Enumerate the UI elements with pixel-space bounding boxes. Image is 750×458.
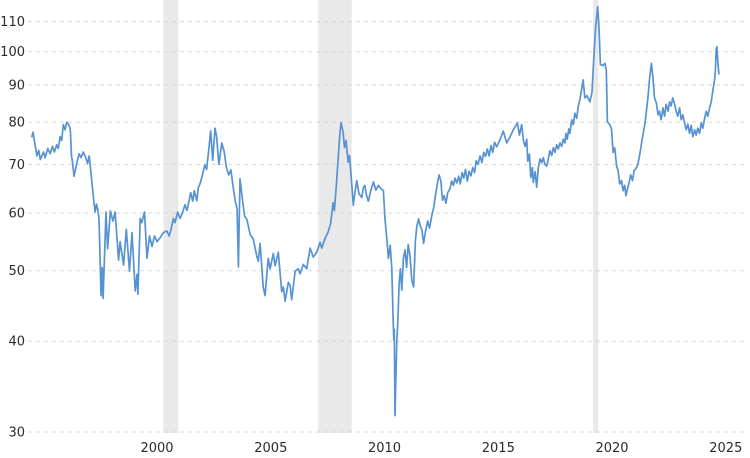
y-tick-label: 40 xyxy=(8,335,25,350)
x-tick-label: 2000 xyxy=(140,441,173,456)
x-tick-label: 2010 xyxy=(368,441,401,456)
y-tick-label: 80 xyxy=(8,116,25,131)
y-tick-label: 90 xyxy=(8,79,25,94)
y-tick-label: 70 xyxy=(8,158,25,173)
series-layer xyxy=(31,5,720,417)
x-tick-label: 2005 xyxy=(254,441,287,456)
x-axis-labels: 2000 2005 2010 2015 2020 2025 xyxy=(140,441,742,456)
y-tick-label: 110 xyxy=(0,15,25,30)
y-tick-label: 100 xyxy=(0,45,25,60)
x-tick-label: 2020 xyxy=(595,441,628,456)
recession-band xyxy=(163,0,179,433)
recession-band xyxy=(318,0,352,433)
recession-bands-layer xyxy=(163,0,599,433)
data-line xyxy=(31,5,720,417)
y-tick-label: 60 xyxy=(8,207,25,222)
y-axis-labels: 110 100 90 80 70 60 50 40 30 xyxy=(0,15,25,440)
y-tick-label: 30 xyxy=(8,426,25,441)
recession-band xyxy=(593,0,599,433)
gridlines-layer xyxy=(28,21,747,433)
x-tick-label: 2015 xyxy=(482,441,515,456)
y-tick-label: 50 xyxy=(8,264,25,279)
x-tick-label: 2025 xyxy=(709,441,742,456)
